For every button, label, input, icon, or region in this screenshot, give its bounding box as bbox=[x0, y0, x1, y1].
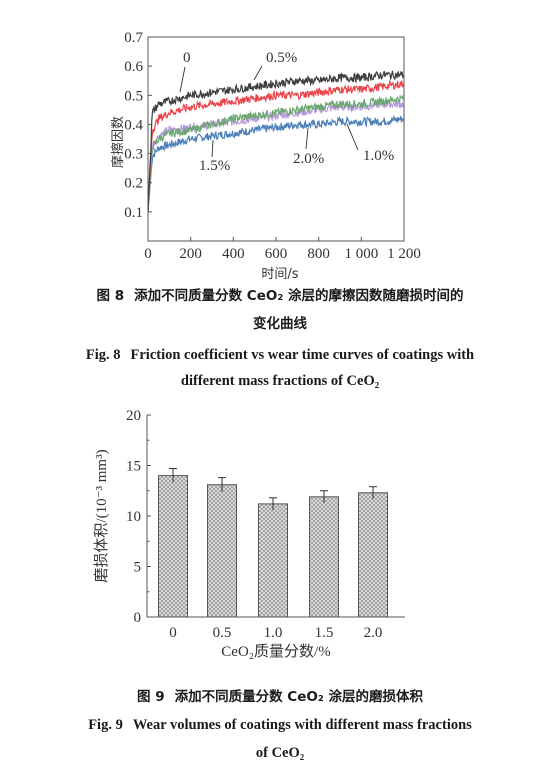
chart9-xtick-label: 1.0 bbox=[264, 625, 283, 641]
chart8-annotation-leader bbox=[253, 65, 263, 81]
chart8-annotation-label: 0 bbox=[183, 50, 191, 66]
chart9-xtick-label: 1.5 bbox=[315, 625, 334, 641]
chart8-ytick-label: 0.3 bbox=[124, 147, 143, 163]
fig8-title-en-2: different mass fractions of CeO₂ bbox=[180, 373, 380, 389]
chart9-ytick-label: 5 bbox=[134, 560, 142, 576]
fig9-title-en: Wear volumes of coatings with different … bbox=[132, 717, 472, 733]
chart8-series-0-5pct bbox=[148, 79, 404, 212]
chart8-annotation-leader bbox=[179, 66, 186, 93]
chart8-series-group bbox=[148, 70, 404, 212]
chart8-y-ticks: 0.1 0.2 0.3 0.4 0.5 0.6 0.7 bbox=[124, 30, 152, 221]
chart8-annotation-leader bbox=[305, 127, 309, 150]
chart8-xlabel: 时间/s bbox=[261, 267, 298, 282]
fig8-title-cn: 添加不同质量分数 CeO₂ 涂层的摩擦因数随磨损时间的 bbox=[134, 288, 464, 304]
fig9-caption-en: Fig. 9 Wear volumes of coatings with diff… bbox=[0, 716, 560, 734]
chart9-bar bbox=[358, 492, 388, 618]
chart8-annotation-label: 1.0% bbox=[363, 148, 394, 164]
chart9-y-ticks: 0 5 10 15 20 bbox=[126, 408, 151, 626]
chart8-annotation-label: 2.0% bbox=[293, 151, 324, 167]
chart8-ytick-label: 0.5 bbox=[124, 88, 143, 104]
chart8-series-0 bbox=[148, 70, 404, 212]
chart8-annotation-leader bbox=[211, 139, 214, 158]
chart8-x-ticks: 0 200 400 600 800 1 000 1 200 bbox=[144, 237, 421, 262]
fig9-caption-en-line2: of CeO₂ bbox=[0, 744, 560, 762]
fig8-number-cn: 图 8 bbox=[96, 288, 125, 304]
chart8-xtick-label: 400 bbox=[222, 246, 245, 262]
chart9-bar bbox=[258, 503, 288, 618]
wear-volume-bar-chart: 0 5 10 15 20 0 0.5 1.0 1.5 2.0 磨损体积/(10⁻³ mm³) C… bbox=[93, 408, 405, 660]
fig8-title-en: Friction coefficient vs wear time curves… bbox=[130, 347, 475, 363]
chart9-ytick-label: 15 bbox=[126, 459, 141, 475]
chart9-ylabel: 磨损体积/(10⁻³ mm³) bbox=[93, 449, 110, 582]
chart8-xtick-label: 0 bbox=[144, 246, 152, 262]
fig8-title-cn-2: 变化曲线 bbox=[253, 316, 307, 332]
chart8-frame bbox=[147, 36, 405, 242]
chart8-annotations: 0 0.5% 1.5% 2.0% 1.0% bbox=[179, 50, 394, 174]
fig9-number-en: Fig. 9 bbox=[88, 717, 123, 733]
chart8-ytick-label: 0.6 bbox=[124, 59, 143, 75]
chart8-ytick-label: 0.7 bbox=[124, 30, 143, 46]
chart8-series-2-0pct bbox=[148, 94, 404, 212]
chart8-ytick-label: 0.4 bbox=[124, 117, 143, 133]
fig8-number-en: Fig. 8 bbox=[85, 347, 121, 363]
chart8-annotation-label: 1.5% bbox=[199, 158, 230, 174]
chart9-ytick-label: 10 bbox=[126, 509, 141, 525]
chart8-xtick-label: 1 000 bbox=[344, 246, 378, 262]
fig9-number-cn: 图 9 bbox=[137, 689, 165, 705]
fig9-caption-cn: 图 9 添加不同质量分数 CeO₂ 涂层的磨损体积 bbox=[0, 688, 560, 706]
chart8-ytick-label: 0.1 bbox=[124, 205, 143, 221]
chart8-annotation-label: 0.5% bbox=[266, 50, 297, 66]
chart8-xtick-label: 600 bbox=[265, 246, 288, 262]
fig8-caption-cn-line2: 变化曲线 bbox=[0, 315, 560, 333]
chart9-bar bbox=[158, 475, 188, 618]
chart8-xtick-label: 200 bbox=[179, 246, 202, 262]
chart8-ylabel: 摩擦因数 bbox=[110, 116, 126, 168]
chart9-ytick-label: 0 bbox=[134, 610, 142, 626]
chart9-xlabel: CeO₂质量分数/% bbox=[221, 643, 330, 660]
chart8-annotation-leader bbox=[346, 123, 359, 151]
fig9-title-cn: 添加不同质量分数 CeO₂ 涂层的磨损体积 bbox=[174, 689, 423, 705]
fig9-title-en-2: of CeO₂ bbox=[255, 745, 305, 761]
chart9-xtick-label: 0 bbox=[169, 625, 177, 641]
chart9-xtick-label: 0.5 bbox=[213, 625, 232, 641]
chart9-x-ticks: 0 0.5 1.0 1.5 2.0 bbox=[169, 625, 382, 641]
chart8-grid bbox=[147, 36, 405, 242]
friction-line-chart: 0.1 0.2 0.3 0.4 0.5 0.6 0.7 0 200 400 600 800 1 000… bbox=[110, 30, 421, 282]
fig8-caption-en-line2: different mass fractions of CeO₂ bbox=[0, 372, 560, 390]
chart9-bar bbox=[309, 496, 339, 618]
chart8-xtick-label: 1 200 bbox=[387, 246, 421, 262]
fig8-caption-en: Fig. 8 Friction coefficient vs wear time … bbox=[0, 346, 560, 364]
chart8-ytick-label: 0.2 bbox=[124, 176, 143, 192]
fig8-caption-cn: 图 8 添加不同质量分数 CeO₂ 涂层的摩擦因数随磨损时间的 bbox=[0, 287, 560, 305]
chart9-bar bbox=[207, 484, 237, 618]
chart8-xtick-label: 800 bbox=[307, 246, 330, 262]
chart9-bars bbox=[158, 468, 388, 618]
chart8-series-1-0pct bbox=[148, 114, 404, 212]
chart9-ytick-label: 20 bbox=[126, 408, 141, 424]
chart9-xtick-label: 2.0 bbox=[364, 625, 383, 641]
